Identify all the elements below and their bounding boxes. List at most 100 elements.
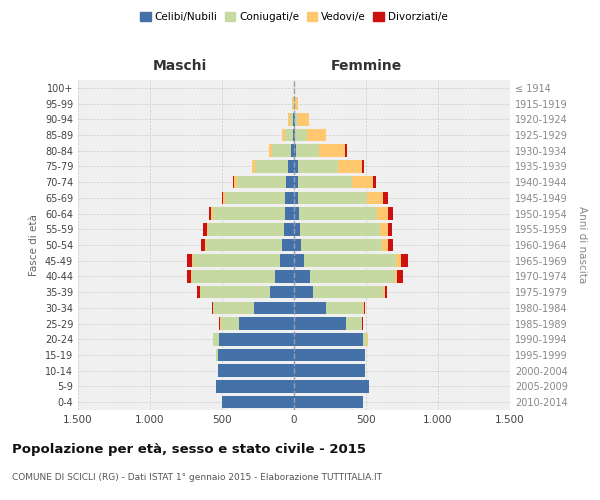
Bar [218,364,294,377]
Bar [294,192,298,204]
Bar [294,144,296,157]
Bar [338,160,362,172]
Bar [286,128,293,141]
Bar [216,348,218,362]
Bar [293,128,294,141]
Bar [397,270,403,282]
Bar [275,270,294,282]
Bar [373,176,376,188]
Bar [294,176,298,188]
Text: Femmine: Femmine [331,58,401,72]
Bar [252,160,255,172]
Bar [209,208,211,220]
Bar [294,98,295,110]
Bar [251,160,252,172]
Bar [269,144,272,157]
Bar [388,223,392,235]
Bar [388,238,394,252]
Bar [304,254,396,267]
Bar [203,223,207,235]
Bar [345,144,347,157]
Bar [205,238,206,252]
Bar [313,286,383,298]
Bar [223,192,225,204]
Bar [255,160,288,172]
Bar [239,318,294,330]
Bar [294,270,310,282]
Bar [200,286,269,298]
Bar [298,113,309,126]
Bar [299,208,377,220]
Bar [382,238,388,252]
Bar [294,238,301,252]
Bar [294,318,346,330]
Bar [212,302,214,314]
Bar [192,270,275,282]
Bar [362,318,363,330]
Bar [187,270,191,282]
Bar [294,380,369,392]
Bar [191,270,192,282]
Bar [212,208,284,220]
Bar [310,270,395,282]
Bar [294,113,295,126]
Bar [352,176,373,188]
Bar [219,333,294,345]
Bar [269,286,294,298]
Bar [296,144,319,157]
Bar [385,286,387,298]
Bar [363,302,364,314]
Bar [294,254,304,267]
Bar [280,254,294,267]
Bar [283,238,294,252]
Bar [298,192,367,204]
Bar [225,192,286,204]
Bar [307,128,326,141]
Bar [363,333,367,345]
Bar [294,364,365,377]
Bar [222,192,223,204]
Bar [395,270,397,282]
Bar [187,254,193,267]
Y-axis label: Anni di nascita: Anni di nascita [577,206,587,284]
Bar [221,318,239,330]
Bar [222,396,294,408]
Bar [286,176,294,188]
Bar [298,160,338,172]
Bar [294,208,299,220]
Bar [380,223,388,235]
Bar [364,302,365,314]
Bar [197,286,200,298]
Bar [293,98,294,110]
Bar [254,302,294,314]
Bar [294,160,298,172]
Bar [377,208,388,220]
Bar [288,113,290,126]
Bar [292,98,293,110]
Bar [362,160,364,172]
Bar [284,208,294,220]
Bar [237,176,286,188]
Bar [201,238,205,252]
Bar [283,128,286,141]
Bar [294,286,313,298]
Bar [234,176,237,188]
Bar [298,176,352,188]
Bar [211,208,212,220]
Bar [294,333,363,345]
Bar [212,333,214,345]
Bar [293,113,294,126]
Text: Maschi: Maschi [153,58,207,72]
Bar [294,348,365,362]
Bar [294,223,300,235]
Bar [367,192,383,204]
Bar [301,238,382,252]
Bar [214,333,219,345]
Bar [294,128,295,141]
Bar [208,223,284,235]
Bar [346,318,362,330]
Bar [295,98,298,110]
Bar [218,348,294,362]
Bar [288,160,294,172]
Bar [294,396,363,408]
